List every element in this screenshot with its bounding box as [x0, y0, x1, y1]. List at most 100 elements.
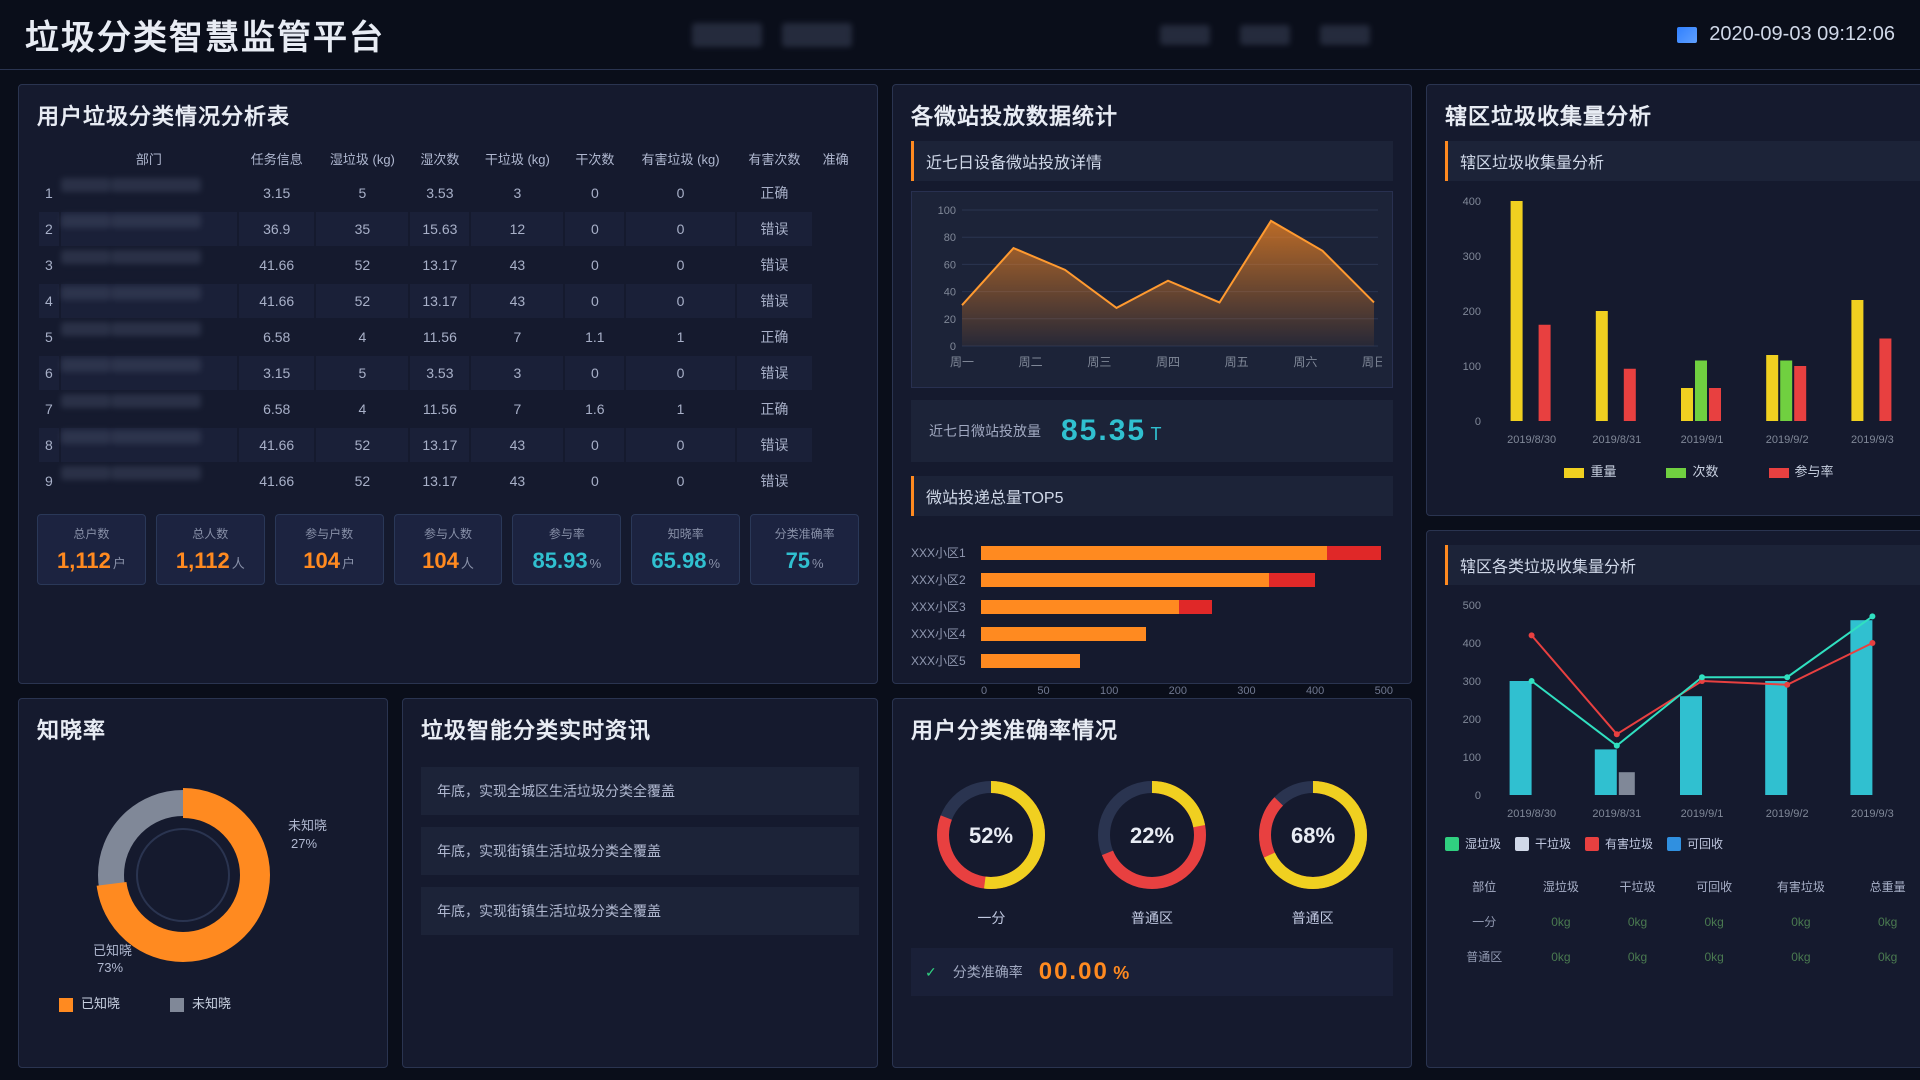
news-item[interactable]: 年底，实现街镇生活垃圾分类全覆盖 [421, 887, 859, 935]
stat-box: 分类准确率 75% [750, 514, 859, 585]
news-item[interactable]: 年底，实现全城区生活垃圾分类全覆盖 [421, 767, 859, 815]
svg-text:2019/9/3: 2019/9/3 [1851, 434, 1894, 446]
stat-box: 总人数 1,112人 [156, 514, 265, 585]
table-row: 76.58411.5671.61正确 [39, 392, 857, 426]
awareness-donut: 未知晓 27% 已知晓 73% [73, 760, 333, 980]
table-row: 941.665213.174300错误 [39, 464, 857, 498]
accuracy-donuts: 52% 一分 22% 普通区 68% 普通区 [911, 775, 1393, 928]
panel-title: 用户垃圾分类情况分析表 [37, 99, 859, 131]
header: 垃圾分类智慧监管平台 2020-09-03 09:12:06 [0, 0, 1920, 70]
top-row: XXX小区5 [911, 652, 1393, 669]
district-mini-table: 部位湿垃圾干垃圾可回收有害垃圾总重量 一分0kg0kg0kg0kg0kg普通区0… [1445, 868, 1920, 975]
table-header: 湿垃圾 (kg) [316, 143, 408, 174]
stat-box: 参与户数 104户 [275, 514, 384, 585]
stat-box: 参与人数 104人 [394, 514, 503, 585]
svg-text:40: 40 [944, 287, 956, 299]
table-row: 一分0kg0kg0kg0kg0kg [1447, 905, 1920, 938]
legend-item: 已知晓 [37, 993, 120, 1012]
district-combo-chart: 500 400 300 200 100 0 2019/8/30 2019/8/31 2019/9… [1445, 595, 1920, 825]
svg-text:2019/9/3: 2019/9/3 [1851, 808, 1894, 820]
svg-text:500: 500 [1463, 600, 1481, 612]
district-panel-2: 辖区各类垃圾收集量分析 50040030020010002019/8/30201… [1426, 530, 1920, 1068]
svg-text:2019/8/31: 2019/8/31 [1592, 808, 1641, 820]
top-row: XXX小区2 [911, 571, 1393, 588]
district-panel-1: 辖区垃圾收集量分析 辖区垃圾收集量分析 40030020010002019/8/… [1426, 84, 1920, 516]
svg-text:100: 100 [1463, 752, 1481, 764]
weekly-total: 近七日微站投放量 85.35 T [911, 400, 1393, 462]
awareness-legend: 已知晓 未知晓 [37, 993, 369, 1012]
table-row: 441.665213.174300错误 [39, 284, 857, 318]
svg-text:400: 400 [1463, 196, 1481, 208]
svg-text:0: 0 [1475, 790, 1481, 802]
accuracy-donut: 22% 普通区 [1092, 775, 1212, 928]
top-row: XXX小区3 [911, 598, 1393, 615]
svg-text:400: 400 [1463, 638, 1481, 650]
svg-text:0: 0 [1475, 416, 1481, 428]
svg-text:80: 80 [944, 232, 956, 244]
svg-text:68%: 68% [1291, 823, 1335, 848]
svg-text:100: 100 [938, 205, 956, 217]
table-row: 13.1553.53300正确 [39, 176, 857, 210]
tops-chart: XXX小区1 XXX小区2 XXX小区3 [911, 534, 1393, 679]
table-header: 干次数 [565, 143, 624, 174]
table-header: 干垃圾 (kg) [471, 143, 563, 174]
svg-text:52%: 52% [969, 823, 1013, 848]
svg-text:2019/8/30: 2019/8/30 [1507, 434, 1556, 446]
calendar-icon [1677, 27, 1697, 43]
svg-text:2019/9/2: 2019/9/2 [1766, 434, 1809, 446]
svg-text:0: 0 [950, 341, 956, 353]
stats-row: 总户数 1,112户 总人数 1,112人 参与户数 104户 参与人数 104… [37, 514, 859, 585]
stat-box: 知晓率 65.98% [631, 514, 740, 585]
waste-chip[interactable]: 干垃圾 [1515, 835, 1571, 852]
table-row: 341.665213.174300错误 [39, 248, 857, 282]
district-bar-chart: 40030020010002019/8/302019/8/312019/9/12… [1445, 191, 1920, 451]
table-header: 部门 [61, 143, 237, 174]
svg-text:周四: 周四 [1156, 355, 1180, 369]
svg-text:周五: 周五 [1225, 355, 1249, 369]
classification-table: 部门任务信息湿垃圾 (kg)湿次数干垃圾 (kg)干次数有害垃圾 (kg)有害次… [37, 141, 859, 500]
waste-chip[interactable]: 有害垃圾 [1585, 835, 1653, 852]
table-row: 63.1553.53300错误 [39, 356, 857, 390]
table-header: 任务信息 [239, 143, 315, 174]
area-chart: 100806040200 周一周二周三周四周五周六周日 [922, 202, 1382, 372]
waste-chip[interactable]: 湿垃圾 [1445, 835, 1501, 852]
waste-type-chips: 湿垃圾干垃圾有害垃圾可回收 [1445, 835, 1920, 852]
svg-text:周日: 周日 [1362, 355, 1382, 369]
station-panel: 各微站投放数据统计 近七日设备微站投放详情 100806040200 周一周二周… [892, 84, 1412, 684]
waste-chip[interactable]: 可回收 [1667, 835, 1723, 852]
svg-text:73%: 73% [97, 960, 123, 975]
svg-text:周二: 周二 [1019, 355, 1043, 369]
svg-text:周三: 周三 [1087, 355, 1111, 369]
svg-text:100: 100 [1463, 361, 1481, 373]
table-row: 56.58411.5671.11正确 [39, 320, 857, 354]
legend-item: 次数 [1640, 461, 1718, 480]
accuracy-donut: 68% 普通区 [1253, 775, 1373, 928]
legend-item: 参与率 [1743, 461, 1834, 480]
top-row: XXX小区1 [911, 544, 1393, 561]
table-header: 有害次数 [737, 143, 813, 174]
svg-text:未知晓: 未知晓 [288, 818, 327, 833]
svg-text:300: 300 [1463, 251, 1481, 263]
datetime-display: 2020-09-03 09:12:06 [1677, 23, 1895, 46]
legend-item: 重量 [1538, 461, 1616, 480]
news-panel: 垃圾智能分类实时资讯 年底，实现全城区生活垃圾分类全覆盖年底，实现街镇生活垃圾分… [402, 698, 878, 1068]
svg-text:已知晓: 已知晓 [93, 943, 132, 958]
svg-text:200: 200 [1463, 306, 1481, 318]
table-row: 841.665213.174300错误 [39, 428, 857, 462]
svg-text:20: 20 [944, 314, 956, 326]
svg-text:27%: 27% [291, 836, 317, 851]
svg-text:200: 200 [1463, 714, 1481, 726]
bars-legend: 重量 次数 参与率 [1445, 461, 1920, 480]
table-header: 有害垃圾 (kg) [626, 143, 734, 174]
accuracy-donut: 52% 一分 [931, 775, 1051, 928]
svg-text:300: 300 [1463, 676, 1481, 688]
accuracy-panel: 用户分类准确率情况 52% 一分 22% 普通区 [892, 698, 1412, 1068]
news-item[interactable]: 年底，实现街镇生活垃圾分类全覆盖 [421, 827, 859, 875]
legend-item: 未知晓 [148, 993, 231, 1012]
check-icon: ✓ [925, 964, 937, 981]
svg-text:2019/9/1: 2019/9/1 [1681, 808, 1724, 820]
user-table-panel: 用户垃圾分类情况分析表 部门任务信息湿垃圾 (kg)湿次数干垃圾 (kg)干次数… [18, 84, 878, 684]
svg-text:2019/8/30: 2019/8/30 [1507, 808, 1556, 820]
svg-text:2019/9/2: 2019/9/2 [1766, 808, 1809, 820]
svg-text:周一: 周一 [950, 355, 974, 369]
